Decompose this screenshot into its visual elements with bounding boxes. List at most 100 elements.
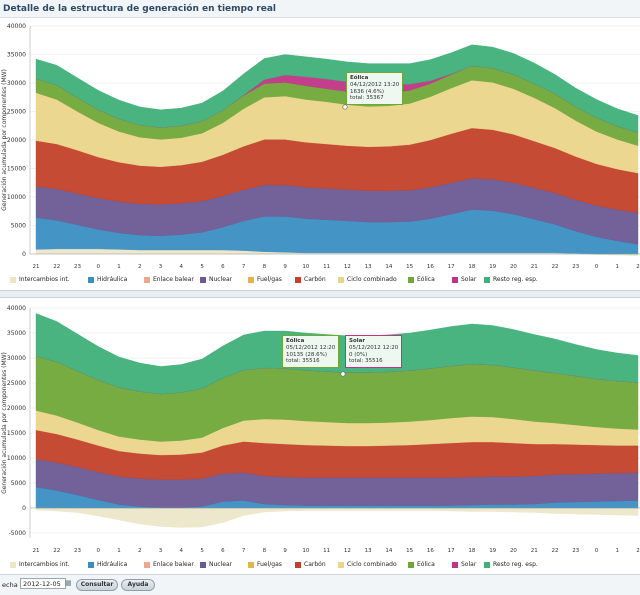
x-tick-label: 22 bbox=[551, 548, 558, 554]
x-tick-label: 21 bbox=[531, 548, 538, 554]
section-divider bbox=[0, 290, 640, 298]
legend-item-carbon[interactable]: Carbón bbox=[295, 561, 326, 568]
tooltip-solar: Solar 05/12/2012 12:20 0 (0%) total: 35516 bbox=[345, 335, 403, 369]
x-tick-label: 23 bbox=[74, 548, 81, 554]
x-tick-label: 23 bbox=[572, 548, 579, 554]
x-tick-label: 15 bbox=[406, 548, 413, 554]
consultar-button[interactable]: Consultar bbox=[76, 579, 118, 591]
legend-item-enlace-balear[interactable]: Enlace balear bbox=[144, 561, 194, 568]
legend-swatch bbox=[484, 276, 490, 283]
legend-swatch bbox=[248, 561, 254, 568]
y-tick-label: 25000 bbox=[7, 109, 26, 116]
chart-legend-top: Intercambios int. Hidráulica Enlace balear… bbox=[0, 273, 640, 287]
x-tick-label: 20 bbox=[510, 264, 517, 270]
x-tick-label: 3 bbox=[159, 264, 163, 270]
legend-swatch bbox=[248, 276, 254, 283]
ayuda-button[interactable]: Ayuda bbox=[121, 579, 155, 591]
x-tick-label: 1 bbox=[615, 264, 619, 270]
legend-item-eolica[interactable]: Eólica bbox=[408, 276, 435, 283]
legend-item-fuel-gas[interactable]: Fuel/gas bbox=[248, 276, 282, 283]
x-tick-label: 0 bbox=[97, 548, 101, 554]
tooltip-series: Eólica bbox=[286, 338, 305, 344]
legend-label: Resto reg. esp. bbox=[493, 276, 538, 283]
hover-marker bbox=[342, 104, 348, 110]
legend-swatch bbox=[452, 276, 458, 283]
legend-item-hidraulica[interactable]: Hidráulica bbox=[88, 276, 127, 283]
x-tick-label: 6 bbox=[221, 264, 225, 270]
date-input[interactable]: 2012-12-05 bbox=[20, 578, 66, 589]
x-tick-label: 14 bbox=[385, 548, 392, 554]
y-tick-label: 15000 bbox=[7, 166, 26, 173]
area-layers bbox=[35, 44, 639, 256]
legend-label: Eólica bbox=[417, 276, 435, 283]
x-tick-label: 2 bbox=[636, 264, 640, 270]
x-tick-label: 19 bbox=[489, 548, 496, 554]
x-tick-label: 16 bbox=[427, 548, 434, 554]
y-tick-label: 35000 bbox=[7, 52, 26, 59]
area-intercambios-int[interactable] bbox=[35, 507, 639, 528]
legend-label: Carbón bbox=[304, 276, 326, 283]
x-tick-label: 0 bbox=[595, 548, 599, 554]
legend-label: Solar bbox=[461, 276, 477, 283]
legend-item-intercambios-int[interactable]: Intercambios int. bbox=[10, 561, 70, 568]
y-tick-label: 0 bbox=[22, 505, 26, 512]
legend-item-nuclear[interactable]: Nuclear bbox=[200, 561, 232, 568]
legend-item-hidraulica[interactable]: Hidráulica bbox=[88, 561, 127, 568]
legend-swatch bbox=[484, 561, 490, 568]
legend-item-ciclo-combinado[interactable]: Ciclo combinado bbox=[338, 276, 397, 283]
legend-item-eolica[interactable]: Eólica bbox=[408, 561, 435, 568]
x-tick-label: 0 bbox=[595, 264, 599, 270]
legend-label: Hidráulica bbox=[97, 561, 128, 568]
x-tick-label: 10 bbox=[302, 548, 309, 554]
x-tick-label: 9 bbox=[283, 548, 287, 554]
legend-item-fuel-gas[interactable]: Fuel/gas bbox=[248, 561, 282, 568]
x-tick-label: 19 bbox=[489, 264, 496, 270]
legend-item-carbon[interactable]: Carbón bbox=[295, 276, 326, 283]
legend-item-nuclear[interactable]: Nuclear bbox=[200, 276, 232, 283]
y-tick-label: 5000 bbox=[11, 480, 26, 487]
x-tick-label: 23 bbox=[572, 264, 579, 270]
y-tick-label: 10000 bbox=[7, 455, 26, 462]
legend-swatch bbox=[408, 561, 414, 568]
calendar-icon[interactable]: ▦ bbox=[65, 579, 72, 587]
area-resto-reg-esp[interactable] bbox=[35, 44, 639, 133]
x-tick-label: 6 bbox=[221, 548, 225, 554]
x-tick-label: 22 bbox=[53, 548, 60, 554]
x-tick-label: 8 bbox=[263, 264, 267, 270]
tooltip-series: Eólica bbox=[350, 75, 369, 81]
x-tick-label: 3 bbox=[159, 548, 163, 554]
legend-label: Resto reg. esp. bbox=[493, 561, 538, 568]
tooltip-total: total: 35516 bbox=[286, 358, 320, 365]
y-tick-label: 20000 bbox=[7, 405, 26, 412]
legend-swatch bbox=[88, 276, 94, 283]
x-tick-label: 11 bbox=[323, 264, 330, 270]
y-axis-label: Generación acumulada por componentes (MW… bbox=[1, 69, 8, 211]
chart-legend-bottom: Intercambios int. Hidráulica Enlace balear… bbox=[0, 558, 640, 572]
legend-label: Eólica bbox=[417, 561, 435, 568]
legend-item-resto-reg-esp[interactable]: Resto reg. esp. bbox=[484, 561, 538, 568]
x-tick-label: 21 bbox=[33, 264, 40, 270]
legend-label: Enlace balear bbox=[153, 561, 194, 568]
legend-item-intercambios-int[interactable]: Intercambios int. bbox=[10, 276, 70, 283]
chart-panel-top: 0 5000 10000 15000 20000 25000 30000 35000 40000… bbox=[0, 18, 640, 272]
legend-item-solar[interactable]: Solar bbox=[452, 276, 476, 283]
legend-label: Carbón bbox=[304, 561, 326, 568]
legend-item-ciclo-combinado[interactable]: Ciclo combinado bbox=[338, 561, 397, 568]
x-tick-label: 8 bbox=[263, 548, 267, 554]
query-toolbar: echa 2012-12-05 ▦ Consultar Ayuda bbox=[0, 574, 640, 595]
x-tick-label: 17 bbox=[448, 548, 455, 554]
legend-item-resto-reg-esp[interactable]: Resto reg. esp. bbox=[484, 276, 538, 283]
x-tick-label: 7 bbox=[242, 548, 246, 554]
x-tick-label: 7 bbox=[242, 264, 246, 270]
legend-item-enlace-balear[interactable]: Enlace balear bbox=[144, 276, 194, 283]
tooltip-eolica: Eólica 05/12/2012 12:20 10135 (28.6%) total… bbox=[282, 335, 340, 369]
legend-item-solar[interactable]: Solar bbox=[452, 561, 476, 568]
x-tick-label: 12 bbox=[344, 548, 351, 554]
y-tick-label: 20000 bbox=[7, 137, 26, 144]
legend-label: Ciclo combinado bbox=[347, 561, 397, 568]
legend-label: Fuel/gas bbox=[257, 561, 282, 568]
legend-swatch bbox=[338, 561, 344, 568]
generation-chart-top[interactable]: 0 5000 10000 15000 20000 25000 30000 35000 40000… bbox=[0, 18, 640, 272]
y-tick-label: 30000 bbox=[7, 355, 26, 362]
tooltip-total: total: 35516 bbox=[349, 358, 383, 365]
